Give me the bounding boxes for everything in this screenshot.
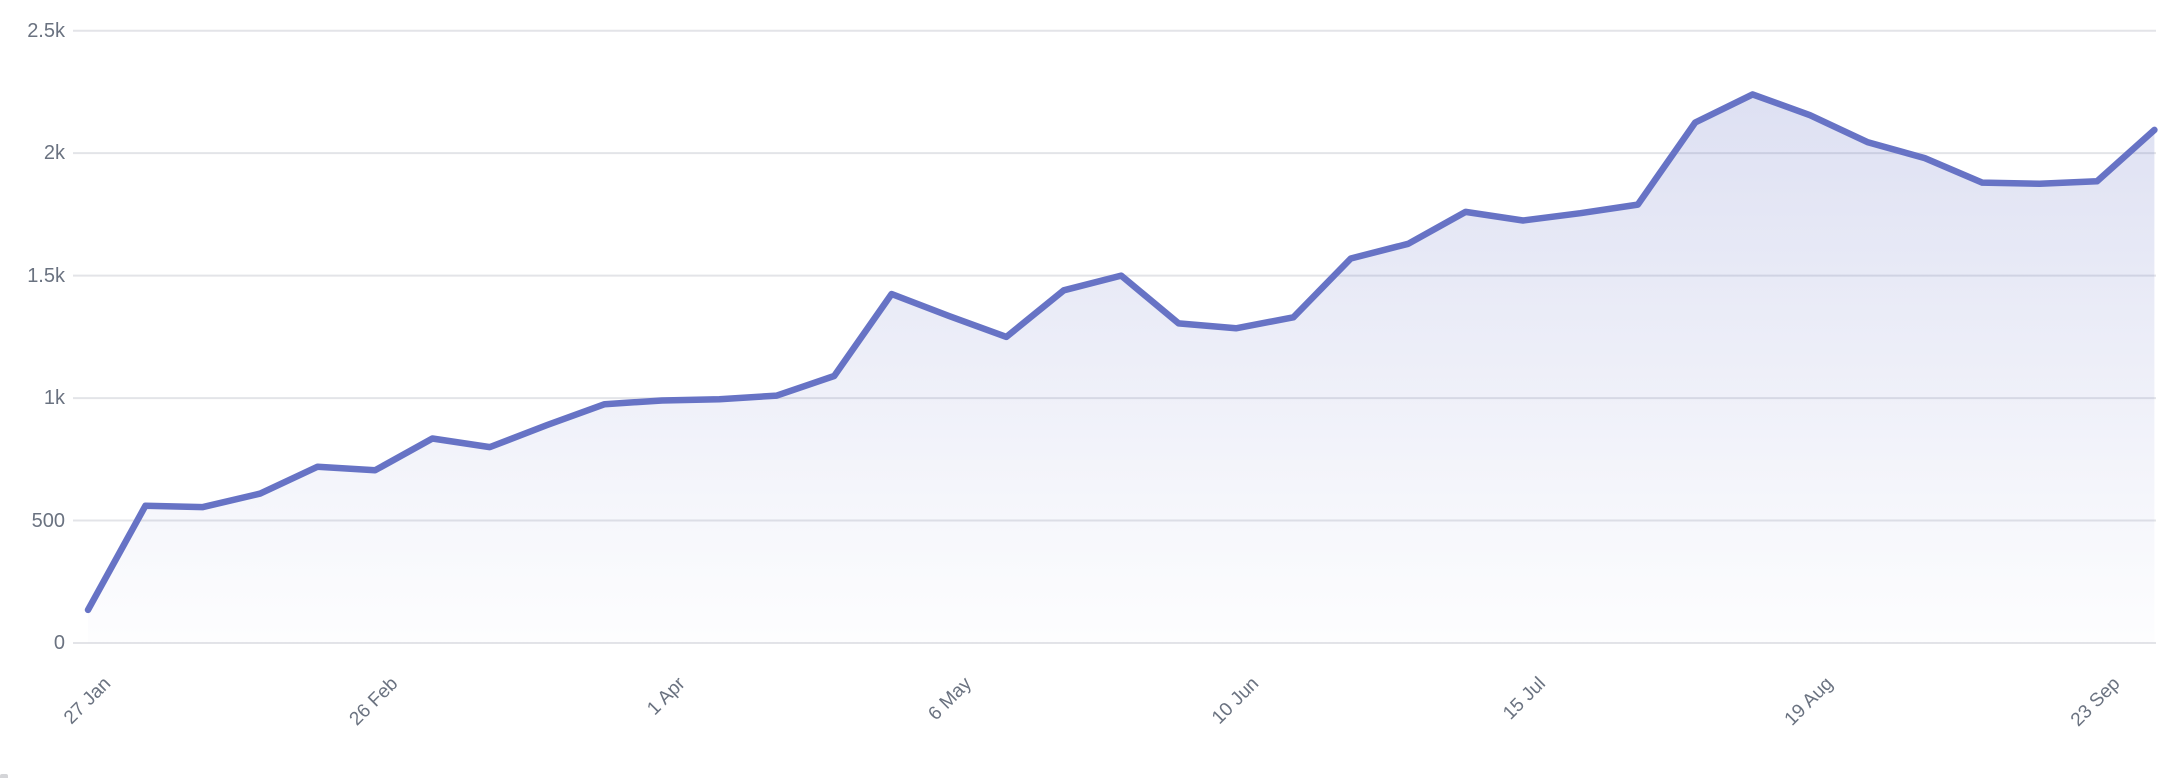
y-tick-label: 500 [31, 509, 65, 532]
cutoff-element-fragment [0, 774, 8, 778]
y-tick-label: 2.5k [27, 19, 65, 42]
y-tick-label: 1k [43, 387, 65, 410]
trend-line [84, 91, 2158, 614]
y-tick-label: 1.5k [27, 264, 65, 287]
area-fill [88, 94, 2155, 643]
y-tick-label: 2k [43, 142, 65, 165]
y-tick-label: 0 [53, 632, 65, 654]
